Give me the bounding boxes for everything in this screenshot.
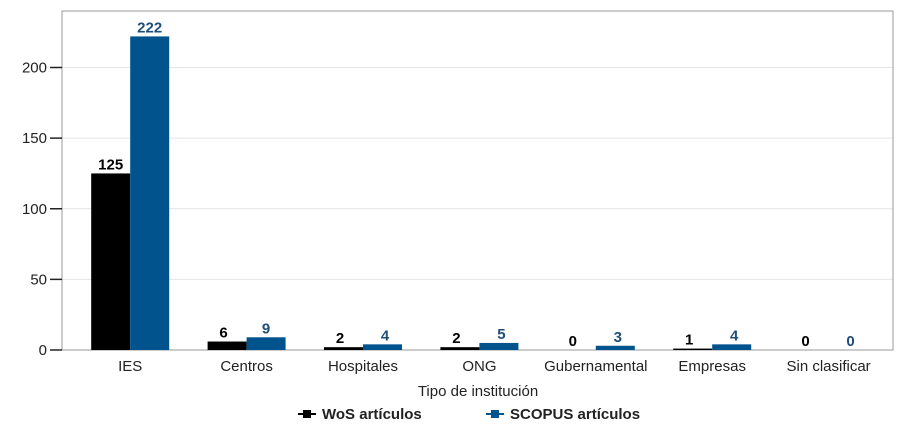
x-tick-label: Sin clasificar (786, 358, 870, 375)
bar-value-label: 2 (336, 330, 344, 347)
plot-frame (61, 10, 894, 351)
x-tick-label: Gubernamental (544, 358, 647, 375)
bar-value-label: 4 (381, 327, 390, 344)
bar-value-label: 0 (569, 333, 577, 350)
bar-scopus (595, 345, 635, 350)
bar-value-label: 0 (846, 333, 854, 350)
gridlines (62, 67, 893, 280)
y-axis: 0 50 100 150 200 (22, 60, 62, 359)
x-axis: IES Centros Hospitales ONG Gubernamental Empr… (118, 358, 871, 375)
y-tick-label: 0 (39, 342, 47, 359)
bar-wos (440, 347, 480, 350)
bar-value-label: 125 (98, 156, 123, 173)
bar-value-label: 3 (614, 329, 622, 346)
x-tick-label: Centros (220, 358, 273, 375)
y-tick-label: 50 (30, 271, 47, 288)
bar-value-label: 0 (801, 333, 809, 350)
bar-value-label: 1 (685, 332, 693, 349)
bar-wos (91, 173, 131, 350)
bar-value-label: 222 (137, 19, 162, 36)
bar-value-label: 5 (497, 326, 505, 343)
x-tick-label: IES (118, 358, 142, 375)
bar-value-label: 9 (262, 320, 270, 337)
bar-value-label: 4 (730, 327, 739, 344)
bar-scopus (479, 342, 519, 350)
y-tick-label: 100 (22, 201, 47, 218)
bar-scopus (363, 344, 402, 350)
legend-marker (491, 410, 499, 418)
bar-wos (673, 348, 713, 350)
bar-wos (324, 347, 363, 350)
legend-label-scopus: SCOPUS artículos (510, 406, 640, 423)
bar-scopus (130, 36, 170, 351)
bar-value-label: 6 (219, 325, 227, 342)
y-tick-label: 200 (22, 60, 47, 77)
bar-wos (207, 341, 247, 350)
x-axis-title: Tipo de institución (418, 383, 538, 400)
legend-marker (303, 410, 311, 418)
bar-value-label: 2 (452, 330, 460, 347)
bar-scopus (246, 337, 286, 350)
x-tick-label: Hospitales (328, 358, 398, 375)
legend: WoS artículos SCOPUS artículos (298, 406, 640, 423)
x-tick-label: Empresas (678, 358, 746, 375)
bars: 125 222 6 9 2 4 2 5 0 3 1 4 0 0 (91, 19, 855, 351)
bar-scopus (712, 344, 752, 350)
x-tick-label: ONG (462, 358, 496, 375)
y-tick-label: 150 (22, 130, 47, 147)
legend-label-wos: WoS artículos (322, 406, 422, 423)
